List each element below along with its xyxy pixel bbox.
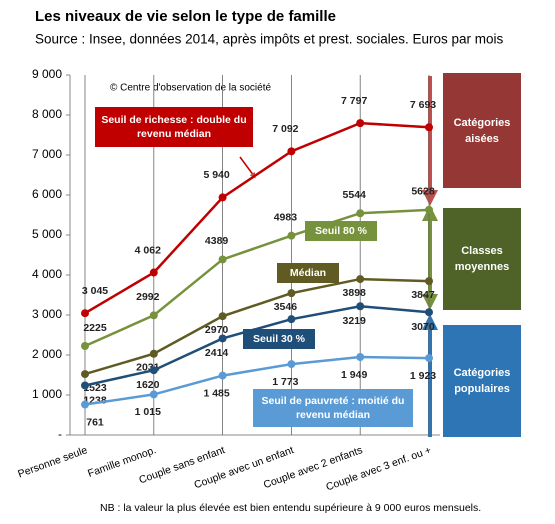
- y-tick-label: 2 000: [32, 347, 62, 361]
- series-label: Seuil 80 %: [305, 221, 377, 241]
- point: [356, 353, 365, 362]
- point: [81, 342, 89, 350]
- data-label: 5628: [411, 186, 435, 198]
- point: [149, 390, 158, 399]
- point: [287, 315, 296, 324]
- y-tick-label: 3 000: [32, 307, 62, 321]
- data-label: 7 693: [410, 99, 436, 111]
- series-line: [84, 277, 430, 376]
- point: [218, 371, 227, 380]
- point: [356, 275, 365, 284]
- data-label: 5 940: [203, 169, 229, 181]
- data-label: 1 923: [410, 370, 436, 382]
- note: NB : la valeur la plus élevée est bien e…: [100, 502, 481, 514]
- chart-subtitle: Source : Insee, données 2014, après impô…: [35, 32, 503, 47]
- data-label: 3219: [343, 315, 367, 327]
- series-label: Seuil de richesse : double du revenu méd…: [95, 107, 253, 147]
- point: [218, 334, 227, 343]
- data-label: 7 092: [272, 123, 298, 135]
- data-label: 7 797: [341, 95, 367, 107]
- point: [287, 360, 296, 369]
- point: [287, 147, 296, 156]
- y-tick-label: 6 000: [32, 187, 62, 201]
- data-label: 2414: [205, 347, 229, 359]
- y-tick-label: 5 000: [32, 227, 62, 241]
- data-label: 4389: [205, 235, 229, 247]
- series-line: [84, 304, 430, 387]
- y-tick-label: 7 000: [32, 147, 62, 161]
- data-label: 761: [86, 416, 104, 428]
- pointer: [239, 156, 256, 179]
- point: [425, 277, 433, 286]
- point: [149, 349, 158, 358]
- data-label: 5544: [343, 189, 367, 201]
- series-label: Seuil de pauvreté : moitié du revenu méd…: [253, 389, 413, 427]
- point: [218, 312, 227, 321]
- point: [425, 205, 433, 214]
- point: [425, 123, 433, 132]
- series-line: [84, 355, 430, 406]
- point: [356, 302, 365, 311]
- category-box: Classes moyennes: [443, 208, 521, 310]
- y-tick-label: 4 000: [32, 267, 62, 281]
- point: [425, 354, 433, 363]
- data-label: 3898: [343, 287, 367, 299]
- x-tick-label: Personne seule: [16, 444, 89, 480]
- point: [81, 370, 89, 379]
- category-box: Catégories aisées: [443, 73, 521, 188]
- point: [356, 209, 365, 218]
- point: [81, 400, 89, 409]
- data-label: 1 015: [135, 406, 161, 418]
- data-label: 3546: [274, 301, 298, 313]
- point: [149, 311, 158, 320]
- data-label: 3 045: [82, 285, 108, 297]
- y-tick-label: 8 000: [32, 107, 62, 121]
- data-label: 1620: [136, 379, 160, 391]
- series-label: Médian: [277, 263, 339, 283]
- data-label: 1 485: [203, 387, 229, 399]
- y-tick-label: -: [58, 427, 62, 441]
- y-tick-label: 1 000: [32, 387, 62, 401]
- point: [81, 381, 89, 390]
- point: [149, 366, 158, 375]
- data-label: 2992: [136, 291, 160, 303]
- point: [218, 193, 227, 202]
- data-label: 3847: [411, 289, 435, 301]
- category-box: Catégories populaires: [443, 325, 521, 437]
- y-tick-label: 9 000: [32, 67, 62, 81]
- data-label: 4 062: [135, 244, 161, 256]
- copyright: © Centre d'observation de la société: [110, 83, 271, 94]
- point: [425, 308, 433, 317]
- series-line: [84, 208, 430, 348]
- data-label: 2225: [83, 322, 107, 334]
- data-label: 1 949: [341, 369, 367, 381]
- data-label: 2970: [205, 324, 229, 336]
- chart-title: Les niveaux de vie selon le type de fami…: [35, 8, 336, 25]
- point: [218, 255, 227, 264]
- data-label: 1 773: [272, 376, 298, 388]
- point: [81, 309, 89, 318]
- point: [356, 119, 365, 128]
- point: [287, 289, 296, 298]
- point: [149, 268, 158, 277]
- data-label: 4983: [274, 211, 298, 223]
- point: [287, 231, 296, 240]
- series-line: [84, 121, 430, 315]
- series-label: Seuil 30 %: [243, 329, 315, 349]
- data-label: 3070: [411, 321, 435, 333]
